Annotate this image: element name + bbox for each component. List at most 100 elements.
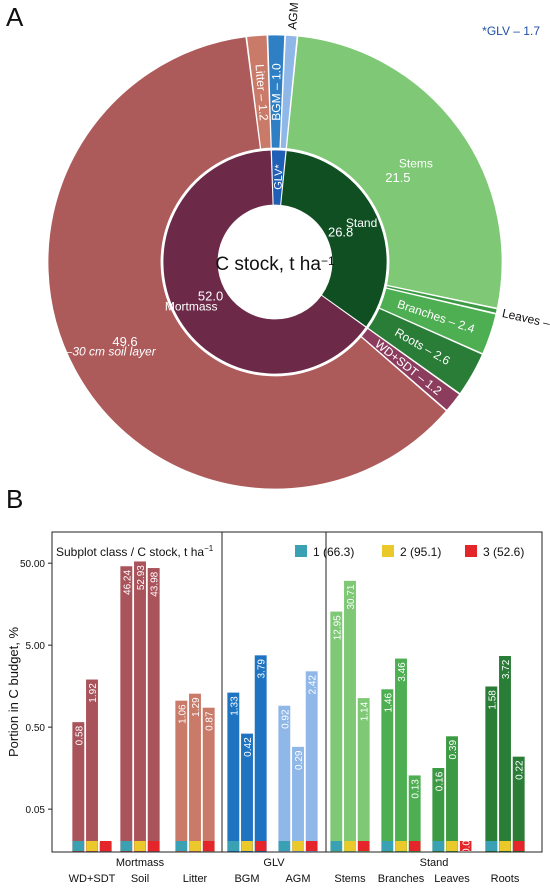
legend-label: 1 (66.3) [313, 545, 354, 559]
bar-value-label: 1.29 [191, 697, 202, 717]
bar-class-marker [459, 841, 472, 851]
inner-slice-glv [271, 149, 287, 206]
bar-class-marker [344, 841, 356, 851]
legend-label: 3 (52.6) [483, 545, 524, 559]
bar-Soil-3 [147, 567, 161, 853]
bar-WD+SDT-2 [85, 678, 99, 853]
x-tick-label: AGM [285, 873, 310, 885]
bar-class-marker [395, 841, 407, 851]
outer-slice-bgm [267, 34, 286, 149]
y-tick-label: 0.50 [26, 723, 46, 734]
bgm-label: BGM – 1.0 [269, 63, 283, 121]
x-tick-label: WD+SDT [69, 873, 116, 885]
bar-value-label: 3.46 [397, 662, 408, 682]
bar-value-label: 0.92 [280, 709, 291, 729]
x-tick-label: Leaves [434, 873, 470, 885]
bar-Stems-2 [343, 580, 357, 853]
bar-value-label: 3.79 [257, 659, 268, 679]
glv-label: GLV* [273, 163, 286, 190]
bar-value-label: 1.92 [88, 683, 99, 703]
outer-slice-branches [378, 287, 497, 355]
bar-value-label: 0.87 [205, 711, 216, 731]
soil-sublabel: 0–30 cm soil layer [59, 344, 157, 358]
bar-value-label: 30.71 [346, 584, 357, 609]
legend-swatch [382, 545, 394, 557]
bar-class-marker [99, 841, 112, 851]
bar-class-marker [446, 841, 458, 851]
bar-value-label: 43.98 [150, 571, 161, 596]
bar-value-label: 1.33 [229, 696, 240, 716]
bar-class-marker [134, 841, 146, 851]
legend-label: 2 (95.1) [400, 545, 441, 559]
outer-slice-stems [286, 35, 503, 309]
bar-value-label: 0.16 [434, 771, 445, 791]
legend-title: Subplot class / C stock, t ha−1 [56, 544, 214, 559]
bar-class-marker [147, 841, 160, 851]
bar-class-marker [408, 841, 421, 851]
bar-class-marker [72, 841, 85, 851]
stand-label: Stand [346, 216, 377, 230]
group-label: Mortmass [116, 857, 165, 869]
bar-class-marker [227, 841, 240, 851]
bar-value-label: 52.93 [136, 565, 147, 590]
bar-AGM-3 [305, 670, 319, 853]
mortmass-value: 52.0 [198, 288, 223, 303]
panel-b-letter: B [6, 484, 24, 514]
bar-Stems-1 [329, 610, 343, 853]
y-tick-label: 5.00 [26, 641, 46, 652]
leaves-label: Leaves – 0.3 [501, 306, 550, 335]
bar-value-label: 1.06 [177, 704, 188, 724]
bar-class-marker [485, 841, 498, 851]
group-label: Stand [420, 857, 449, 869]
bar-class-marker [292, 841, 304, 851]
bar-class-marker [499, 841, 511, 851]
stems-value: 21.5 [385, 170, 410, 185]
bar-value-label: 0.13 [411, 779, 422, 799]
legend-swatch [295, 545, 307, 557]
bar-value-label: 0.58 [74, 725, 85, 745]
center-label: C stock, t ha−1 [215, 254, 335, 275]
x-tick-label: Soil [131, 873, 149, 885]
bar-class-marker [189, 841, 201, 851]
outer-slice-roots [367, 307, 483, 395]
bar-class-marker [330, 841, 343, 851]
x-tick-label: Stems [334, 873, 366, 885]
bar-class-marker [305, 841, 318, 851]
bar-class-marker [241, 841, 253, 851]
legend-swatch [465, 545, 477, 557]
soil-value: 49.6 [112, 334, 137, 349]
y-tick-label: 50.00 [20, 559, 45, 570]
bar-class-marker [120, 841, 133, 851]
bar-class-marker [432, 841, 445, 851]
bar-value-label: 3.72 [501, 659, 512, 679]
litter-label: Litter – 1.2 [253, 64, 271, 122]
bar-class-marker [357, 841, 370, 851]
glv-footnote: *GLV – 1.7 [482, 24, 540, 38]
mortmass-label: Mortmass [165, 300, 218, 314]
bar-value-label: 1.14 [360, 701, 371, 721]
bar-chart: 0.05 0.50 5.00 50.00 Portion in C budget, % S… [6, 531, 543, 885]
y-tick-label: 0.05 [26, 805, 46, 816]
stems-label: Stems [399, 156, 433, 170]
bar-class-marker [202, 841, 215, 851]
bar-Branches-2 [394, 657, 408, 853]
bar-value-label: 0.01 [462, 834, 473, 854]
bar-value-label: 12.95 [332, 615, 343, 640]
bar-value-label: 2.42 [308, 675, 319, 695]
bar-value-label: 1.58 [487, 690, 498, 710]
bar-value-label: 0.02 [102, 809, 113, 829]
bar-value-label: 1.46 [383, 693, 394, 713]
agm-label: AGM – 0.7 [285, 0, 303, 30]
outer-slice-agm [279, 34, 298, 149]
group-label: GLV [263, 857, 285, 869]
y-axis-label: Portion in C budget, % [6, 627, 21, 758]
bar-class-marker [175, 841, 188, 851]
outer-slice-soil [47, 36, 447, 490]
bar-value-label: 0.39 [448, 740, 459, 760]
bar-value-label: 0.29 [294, 750, 305, 770]
bar-class-marker [278, 841, 291, 851]
bar-Roots-2 [498, 655, 512, 853]
bar-value-label: 46.24 [122, 570, 133, 595]
